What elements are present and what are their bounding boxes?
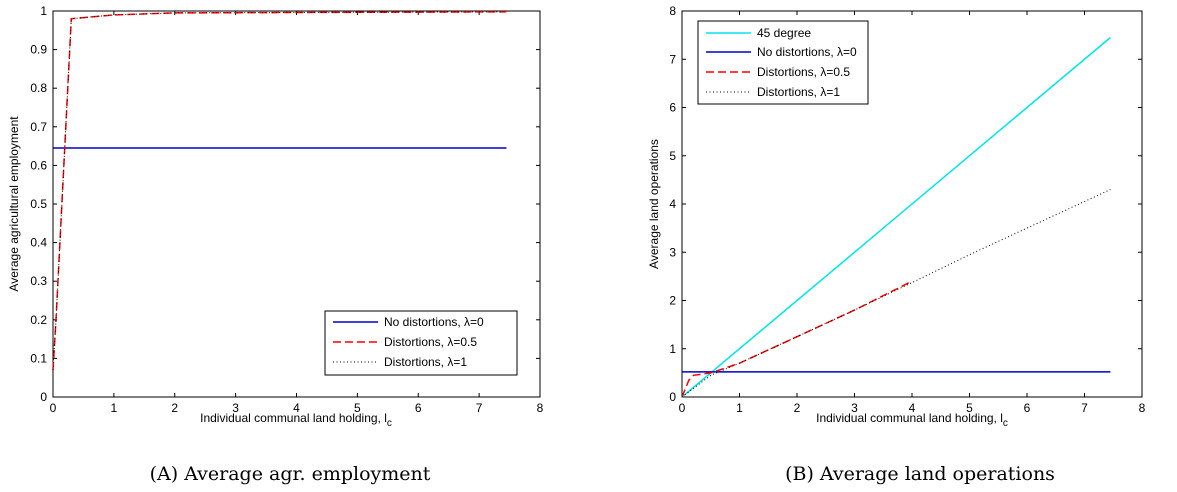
y-tick-label: 0.6 bbox=[30, 158, 47, 172]
y-tick-label: 1 bbox=[669, 342, 676, 356]
y-tick-label: 0.4 bbox=[30, 236, 47, 250]
legend: 45 degree No distortions, λ=0 Distortion… bbox=[697, 20, 869, 105]
y-tick-label: 0.9 bbox=[30, 43, 47, 57]
legend-entry: Distortions, λ=1 bbox=[757, 85, 840, 99]
x-tick-label: 5 bbox=[354, 401, 361, 415]
legend-entry: Distortions, λ=1 bbox=[384, 355, 467, 369]
y-tick-label: 6 bbox=[669, 101, 676, 115]
x-tick-label: 8 bbox=[1139, 401, 1146, 415]
series-line-0 bbox=[681, 36, 1111, 398]
y-tick-label: 3 bbox=[669, 245, 676, 259]
x-tick-label: 1 bbox=[736, 401, 743, 415]
y-tick-label: 7 bbox=[669, 52, 676, 66]
legend-entry: Distortions, λ=0.5 bbox=[384, 335, 477, 349]
chart-average-land-operations: 0 1 2 3 4 5 6 7 8 0 1 2 3 4 5 6 7 8 Individual communal l… bbox=[647, 4, 1146, 485]
y-tick-label: 0.2 bbox=[30, 313, 47, 327]
caption-b: (B) Average land operations bbox=[785, 463, 1055, 485]
series-line-3 bbox=[681, 189, 1111, 398]
y-tick-label: 5 bbox=[669, 149, 676, 163]
y-axis-label: Average land operations bbox=[647, 139, 661, 269]
x-tick-label: 7 bbox=[1081, 401, 1088, 415]
series-line-2 bbox=[681, 280, 913, 398]
x-axis-label: Individual communal land holding, lc bbox=[200, 411, 392, 429]
y-tick-label: 0.7 bbox=[30, 120, 47, 134]
x-tick-label: 0 bbox=[679, 401, 686, 415]
x-tick-label: 6 bbox=[1024, 401, 1031, 415]
legend-entry: 45 degree bbox=[757, 26, 811, 40]
legend-entry: No distortions, λ=0 bbox=[757, 45, 857, 59]
x-tick-label: 2 bbox=[171, 401, 178, 415]
y-tick-label: 0.8 bbox=[30, 81, 47, 95]
x-tick-label: 0 bbox=[50, 401, 57, 415]
y-tick-label: 0.3 bbox=[30, 274, 47, 288]
x-tick-label: 3 bbox=[232, 401, 239, 415]
legend: No distortions, λ=0 Distortions, λ=0.5 D… bbox=[324, 310, 518, 376]
chart-average-employment: 0 1 2 3 4 5 6 7 8 0 0.1 0.2 0.3 0.4 0.5 0.6 0.7 0.8 0.9 1 I… bbox=[7, 4, 544, 485]
x-tick-label: 5 bbox=[966, 401, 973, 415]
y-tick-label: 0 bbox=[669, 390, 676, 404]
x-tick-label: 2 bbox=[794, 401, 801, 415]
x-tick-label: 6 bbox=[415, 401, 422, 415]
x-tick-label: 4 bbox=[909, 401, 916, 415]
x-tick-label: 7 bbox=[476, 401, 483, 415]
legend-entry: No distortions, λ=0 bbox=[384, 315, 484, 329]
series-line-1 bbox=[52, 11, 507, 371]
legend-box bbox=[697, 20, 869, 105]
y-tick-label: 0.1 bbox=[30, 351, 47, 365]
x-tick-label: 4 bbox=[293, 401, 300, 415]
x-tick-label: 3 bbox=[851, 401, 858, 415]
y-tick-label: 4 bbox=[669, 197, 676, 211]
x-axis-label: Individual communal land holding, lc bbox=[816, 411, 1008, 429]
x-tick-label: 1 bbox=[111, 401, 118, 415]
y-tick-label: 0 bbox=[40, 390, 47, 404]
y-tick-label: 8 bbox=[669, 4, 676, 18]
y-axis-label: Average agricultural employment bbox=[7, 116, 21, 292]
y-tick-label: 2 bbox=[669, 294, 676, 308]
y-tick-label: 1 bbox=[40, 4, 47, 18]
x-tick-label: 8 bbox=[537, 401, 544, 415]
caption-a: (A) Average agr. employment bbox=[150, 463, 431, 485]
y-tick-label: 0.5 bbox=[30, 197, 47, 211]
legend-entry: Distortions, λ=0.5 bbox=[757, 65, 850, 79]
